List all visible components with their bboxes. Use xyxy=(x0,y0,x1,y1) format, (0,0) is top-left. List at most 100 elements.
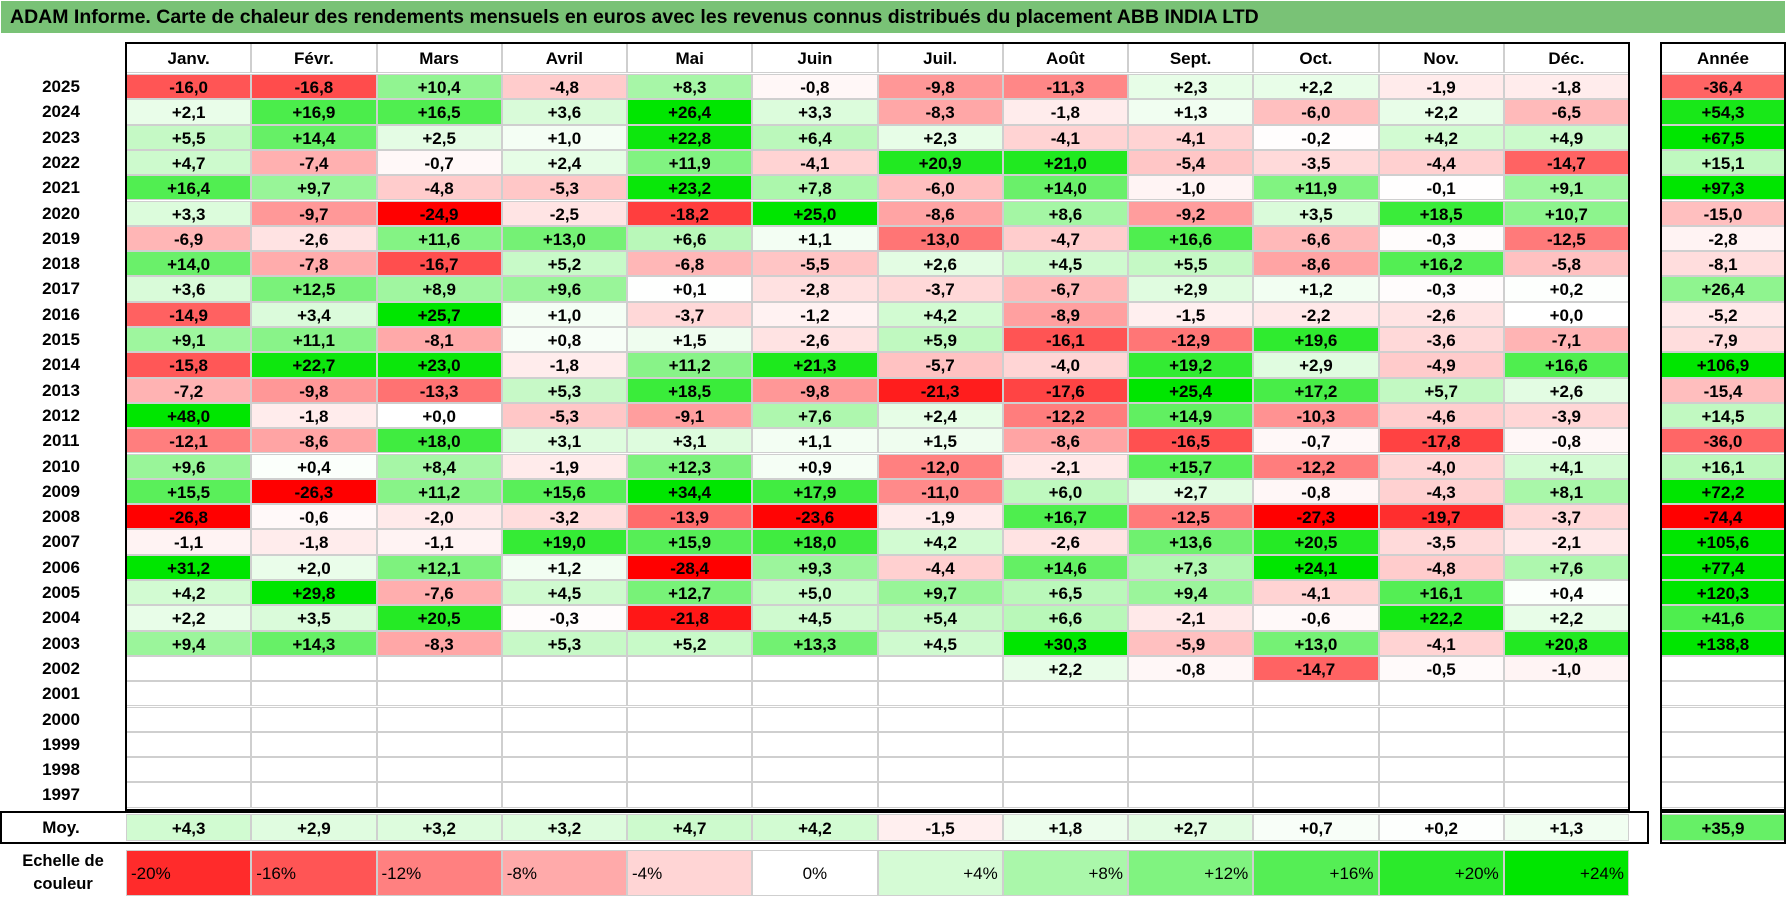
heatmap-cell: +12,1 xyxy=(376,554,502,580)
annual-cell: -15,0 xyxy=(1661,200,1785,226)
heatmap-cell xyxy=(126,706,252,732)
heatmap-cell: +18,0 xyxy=(376,428,502,454)
heatmap-cell xyxy=(877,655,1003,682)
heatmap-cell: -13,9 xyxy=(627,504,753,530)
heatmap-cell: +16,6 xyxy=(1128,225,1254,252)
average-cell: +0,7 xyxy=(1253,813,1379,841)
heatmap-cell: -0,6 xyxy=(251,504,377,530)
heatmap-cell: +9,3 xyxy=(752,554,878,580)
year-label: 2023 xyxy=(42,127,80,147)
heatmap-cell: +16,5 xyxy=(376,99,502,125)
heatmap-cell xyxy=(877,757,1003,783)
heatmap-cell: +25,4 xyxy=(1128,377,1254,403)
heatmap-cell: +2,2 xyxy=(1253,74,1379,100)
heatmap-cell: +5,0 xyxy=(752,580,878,606)
heatmap-cell: +10,4 xyxy=(376,74,502,100)
heatmap-cell: -5,7 xyxy=(877,352,1003,378)
heatmap-cell: -1,5 xyxy=(1128,301,1254,327)
heatmap-cell: -12,2 xyxy=(1253,453,1379,479)
heatmap-cell: +2,2 xyxy=(1378,99,1504,125)
color-scale-swatch: +20% xyxy=(1378,849,1504,896)
heatmap-cell: +4,5 xyxy=(752,605,878,631)
heatmap-cell: +25,0 xyxy=(752,200,878,226)
heatmap-cell: +15,7 xyxy=(1128,453,1254,479)
heatmap-cell: -0,6 xyxy=(1253,605,1379,631)
annual-cell: +15,1 xyxy=(1661,149,1785,176)
heatmap-cell: -6,0 xyxy=(877,175,1003,201)
year-label: 2012 xyxy=(42,405,80,425)
heatmap-cell: +1,5 xyxy=(877,428,1003,454)
heatmap-cell: +1,0 xyxy=(501,301,627,327)
year-label: 2018 xyxy=(42,254,80,274)
heatmap-cell: +11,1 xyxy=(251,327,377,353)
heatmap-cell: +9,4 xyxy=(1128,580,1254,606)
annual-cell: +14,5 xyxy=(1661,402,1785,429)
heatmap-cell: +12,5 xyxy=(251,276,377,302)
heatmap-cell: +12,7 xyxy=(627,580,753,606)
heatmap-cell: +24,1 xyxy=(1253,554,1379,580)
heatmap-cell: +16,9 xyxy=(251,99,377,125)
heatmap-cell: +15,5 xyxy=(126,478,252,505)
heatmap-cell: -2,0 xyxy=(376,504,502,530)
heatmap-cell: +9,1 xyxy=(126,327,252,353)
heatmap-cell: -12,2 xyxy=(1002,402,1128,429)
heatmap-cell xyxy=(1378,731,1504,758)
heatmap-cell xyxy=(1503,757,1629,783)
heatmap-cell: +2,6 xyxy=(877,251,1003,277)
heatmap-cell: -0,3 xyxy=(501,605,627,631)
heatmap-cell: +5,5 xyxy=(126,124,252,150)
heatmap-cell: -15,8 xyxy=(126,352,252,378)
heatmap-cell: -1,9 xyxy=(877,504,1003,530)
heatmap-cell: -16,5 xyxy=(1128,428,1254,454)
heatmap-cell xyxy=(1128,757,1254,783)
heatmap-cell xyxy=(126,757,252,783)
heatmap-cell: -21,8 xyxy=(627,605,753,631)
year-label: 2000 xyxy=(42,709,80,729)
heatmap-cell: -12,0 xyxy=(877,453,1003,479)
annual-cell: -2,8 xyxy=(1661,225,1785,252)
heatmap-cell: -4,7 xyxy=(1002,225,1128,252)
heatmap-cell xyxy=(752,782,878,808)
heatmap-cell xyxy=(877,782,1003,808)
annual-cell: +67,5 xyxy=(1661,124,1785,150)
year-label: 2006 xyxy=(42,557,80,577)
heatmap-cell: -0,8 xyxy=(752,74,878,100)
heatmap-cell xyxy=(752,731,878,758)
heatmap-cell: +11,9 xyxy=(627,149,753,176)
annual-cell: +72,2 xyxy=(1661,478,1785,505)
annual-cell: -36,4 xyxy=(1661,74,1785,100)
heatmap-cell xyxy=(1128,681,1254,707)
heatmap-cell: +6,6 xyxy=(1002,605,1128,631)
heatmap-cell xyxy=(1503,681,1629,707)
average-label: Moy. xyxy=(42,817,80,837)
heatmap-cell: -3,7 xyxy=(877,276,1003,302)
heatmap-cell: -24,9 xyxy=(376,200,502,226)
heatmap-cell: +5,5 xyxy=(1128,251,1254,277)
heatmap-cell xyxy=(1253,757,1379,783)
annual-cell: +41,6 xyxy=(1661,605,1785,631)
heatmap-cell: +16,1 xyxy=(1378,580,1504,606)
heatmap-cell: -9,1 xyxy=(627,402,753,429)
heatmap-cell: +4,5 xyxy=(501,580,627,606)
heatmap-cell: -4,1 xyxy=(752,149,878,176)
month-header: Juin xyxy=(752,43,878,73)
heatmap-cell xyxy=(627,731,753,758)
heatmap-cell: -3,9 xyxy=(1503,402,1629,429)
heatmap-cell: +34,4 xyxy=(627,478,753,505)
heatmap-cell: -2,6 xyxy=(1002,529,1128,555)
heatmap-cell: +1,1 xyxy=(752,225,878,252)
month-header: Sept. xyxy=(1128,43,1254,73)
heatmap-cell: -9,7 xyxy=(251,200,377,226)
heatmap-cell: -9,2 xyxy=(1128,200,1254,226)
heatmap-cell: +4,2 xyxy=(1378,124,1504,150)
heatmap-cell xyxy=(251,655,377,682)
heatmap-cell: +11,2 xyxy=(376,478,502,505)
heatmap-cell: -12,5 xyxy=(1503,225,1629,252)
heatmap-cell: +17,2 xyxy=(1253,377,1379,403)
heatmap-cell: +23,0 xyxy=(376,352,502,378)
heatmap-cell xyxy=(1253,681,1379,707)
heatmap-cell: +23,2 xyxy=(627,175,753,201)
heatmap-cell: -23,6 xyxy=(752,504,878,530)
heatmap-cell: -12,5 xyxy=(1128,504,1254,530)
heatmap-cell: +1,0 xyxy=(501,124,627,150)
